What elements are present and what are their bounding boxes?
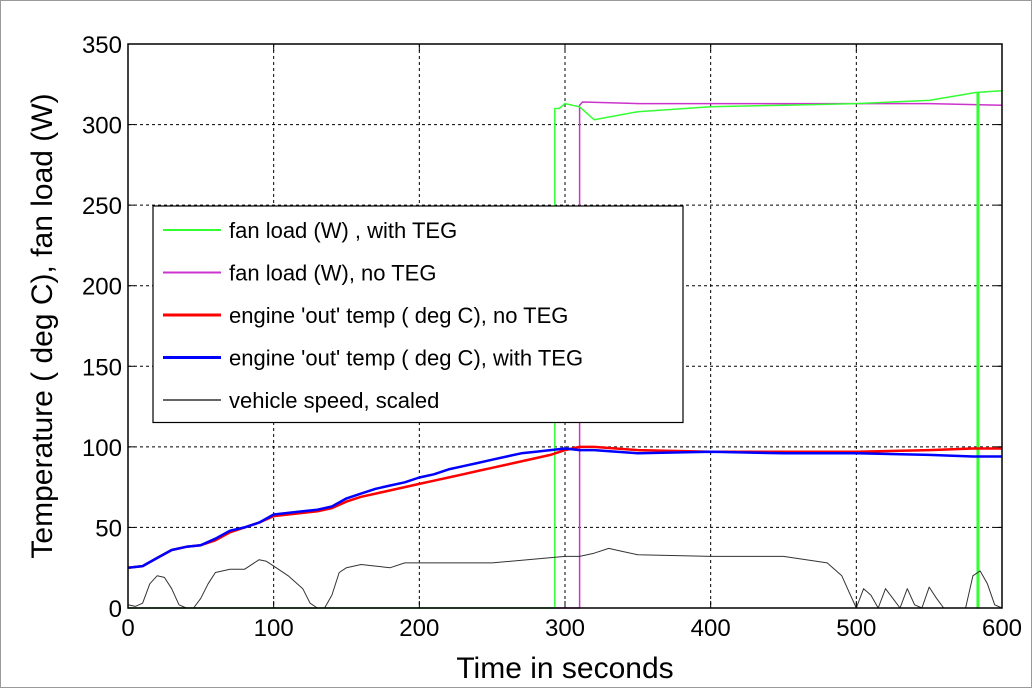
legend-entry: fan load (W), no TEG	[229, 261, 436, 286]
legend-entry: engine 'out' temp ( deg C), no TEG	[229, 303, 568, 328]
series-line-engine-out-temp-no-teg	[127, 445, 1002, 569]
y-tick-label: 350	[82, 32, 122, 59]
y-tick-label: 100	[82, 435, 122, 462]
x-tick-label: 500	[836, 615, 876, 642]
x-tick-label: 200	[399, 615, 439, 642]
x-tick-label: 600	[982, 615, 1022, 642]
series-line-engine-out-temp-with-teg	[127, 447, 1002, 569]
legend: fan load (W) , with TEG fan load (W), no …	[152, 205, 684, 424]
x-tick-label: 300	[545, 615, 585, 642]
y-tick-label: 150	[82, 354, 122, 381]
y-tick-label: 200	[82, 274, 122, 301]
legend-entry: vehicle speed, scaled	[229, 388, 439, 413]
x-tick-label: 400	[691, 615, 731, 642]
x-axis-label: Time in seconds	[456, 652, 673, 685]
legend-box	[152, 205, 684, 424]
y-axis-label: Temperature ( deg C), fan load (W)	[26, 93, 59, 558]
series-line-vehicle-speed-scaled	[127, 547, 1003, 609]
y-tick-label: 0	[109, 596, 122, 623]
y-tick-label: 250	[82, 193, 122, 220]
y-tick-label: 50	[95, 515, 122, 542]
legend-entry: engine 'out' temp ( deg C), with TEG	[229, 346, 583, 371]
y-tick-label: 300	[82, 113, 122, 140]
axis-ticks: 0 100 200 300 400 500 600 0 50 100 150 200 250 300 350	[82, 32, 1022, 642]
x-tick-label: 100	[254, 615, 294, 642]
legend-entry: fan load (W) , with TEG	[229, 218, 457, 243]
x-tick-label: 0	[121, 615, 134, 642]
